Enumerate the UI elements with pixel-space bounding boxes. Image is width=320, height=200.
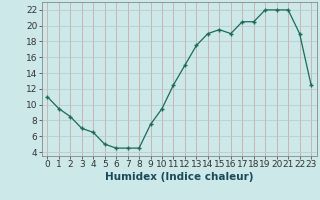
X-axis label: Humidex (Indice chaleur): Humidex (Indice chaleur): [105, 172, 253, 182]
